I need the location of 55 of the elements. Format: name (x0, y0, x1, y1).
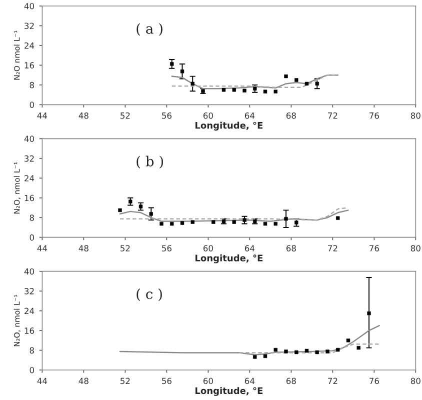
x-tick-label: 48 (78, 112, 88, 119)
x-tick-label: 52 (120, 112, 130, 119)
y-tick-label: 40 (24, 136, 34, 142)
y-tick-label: 0 (30, 234, 34, 241)
y-tick-label: 32 (24, 155, 34, 162)
x-tick-label: 64 (244, 245, 255, 252)
x-tick-label: 52 (120, 378, 130, 384)
x-tick-label: 68 (286, 245, 296, 252)
x-tick-label: 60 (203, 245, 213, 252)
x-tick-label: 68 (286, 112, 296, 119)
x-tick-label: 56 (162, 112, 172, 119)
x-tick-label: 76 (370, 378, 379, 384)
y-tick-label: 32 (24, 22, 34, 30)
y-tick-label: 8 (30, 82, 34, 88)
x-tick-label: 60 (203, 112, 213, 119)
x-tick-label: 76 (370, 112, 379, 119)
x-tick-label: 44 (37, 112, 48, 119)
x-axis-title: Longitude, °E (196, 387, 263, 396)
x-tick-label: 72 (328, 378, 338, 384)
x-tick-label: 60 (203, 378, 213, 384)
x-tick-label: 48 (78, 245, 88, 252)
x-tick-label: 72 (328, 245, 338, 252)
y-tick-label: 24 (24, 308, 34, 314)
line-series (119, 207, 349, 221)
x-tick-label: 48 (78, 378, 88, 384)
x-tick-label: 72 (328, 112, 338, 119)
x-tick-label: 64 (244, 112, 255, 119)
x-tick-label: 80 (410, 378, 420, 384)
y-tick-label: 8 (30, 347, 34, 354)
y-tick-label: 24 (24, 175, 34, 182)
annotation: ( b ) (136, 156, 164, 168)
x-tick-label: 68 (286, 378, 296, 384)
y-tick-label: 24 (24, 42, 34, 49)
y-tick-label: 0 (30, 102, 34, 108)
x-tick-label: 44 (37, 245, 48, 252)
y-tick-label: 32 (24, 288, 34, 294)
x-tick-label: 56 (162, 378, 172, 384)
x-tick-label: 76 (370, 245, 379, 252)
y-tick-label: 0 (30, 366, 34, 374)
y-tick-label: 40 (24, 268, 34, 275)
annotation: ( c ) (136, 288, 162, 302)
y-tick-label: 16 (24, 62, 34, 68)
x-tick-label: 56 (162, 245, 172, 252)
x-axis-title: Longitude, °E (196, 254, 263, 264)
x-tick-label: 44 (37, 378, 48, 384)
annotation: ( a ) (136, 23, 162, 36)
y-tick-label: 40 (24, 2, 34, 10)
y-tick-label: 16 (24, 328, 34, 334)
x-tick-label: 80 (410, 245, 420, 252)
y-tick-label: 16 (24, 194, 34, 202)
x-tick-label: 80 (410, 112, 420, 119)
x-tick-label: 64 (244, 378, 255, 384)
x-axis-title: Longitude, °E (196, 122, 263, 131)
x-tick-label: 52 (120, 245, 130, 252)
y-tick-label: 8 (30, 214, 34, 221)
